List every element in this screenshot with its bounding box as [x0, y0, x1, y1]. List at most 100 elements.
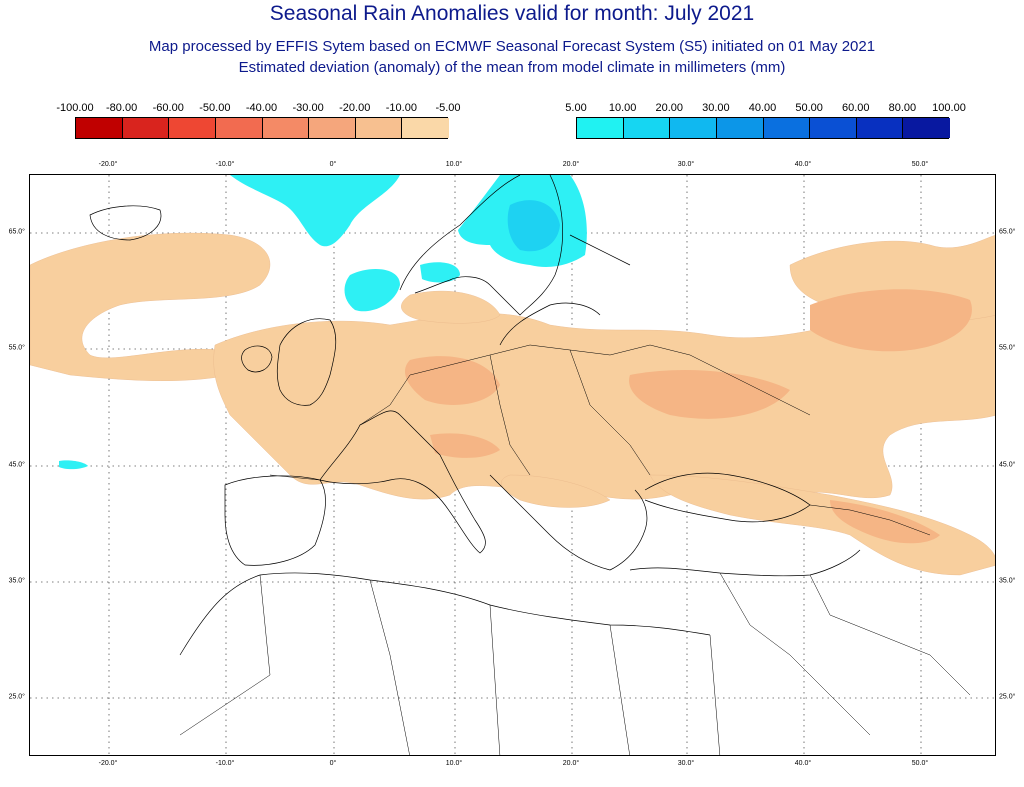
legend-label: 100.00 — [932, 102, 966, 114]
legend-swatch — [215, 118, 263, 138]
lon-tick-top: 10.0° — [445, 161, 463, 168]
legend-label: 80.00 — [888, 102, 917, 114]
lon-tick-top: 50.0° — [911, 161, 929, 168]
lat-tick-left: 45.0° — [8, 461, 25, 469]
map-area — [29, 174, 996, 756]
legend-label: 60.00 — [841, 102, 870, 114]
legend-swatch — [670, 118, 717, 138]
coast-baltic — [499, 234, 631, 346]
legend-label: 20.00 — [655, 102, 684, 114]
map-subtitle: Map processed by EFFIS Sytem based on EC… — [148, 38, 876, 55]
lat-tick-right: 65.0° — [999, 228, 1016, 236]
coast-turkey — [629, 549, 861, 577]
lon-tick-bottom: -10.0° — [215, 760, 235, 767]
border-central-europe — [359, 344, 611, 426]
lon-tick-bottom: 10.0° — [445, 760, 463, 767]
legend-label: -10.00 — [385, 102, 417, 114]
legend-label: -100.00 — [56, 102, 94, 114]
lon-tick-top: -20.0° — [98, 161, 118, 168]
legend-wet-scale — [576, 117, 950, 139]
border-caucasus — [809, 504, 931, 536]
legend-label: -60.00 — [152, 102, 184, 114]
border-middle-east — [719, 572, 971, 736]
coast-iberia — [224, 475, 326, 566]
dry-area-scandinavia-south — [401, 290, 501, 324]
legend-label: -20.00 — [339, 102, 371, 114]
wet-area-norway — [344, 269, 400, 312]
legend-swatch — [763, 118, 811, 138]
lon-tick-bottom: 0° — [329, 760, 337, 767]
legend-swatch — [122, 118, 170, 138]
border-france-spain — [269, 474, 321, 481]
legend-label: 30.00 — [702, 102, 730, 114]
legend-label: -50.00 — [199, 102, 231, 114]
lat-tick-left: 65.0° — [8, 228, 25, 236]
coast-british-isles — [241, 318, 337, 406]
legend-label: 40.00 — [748, 102, 777, 114]
legend-swatch — [856, 118, 904, 138]
wet-area-west-atlantic — [59, 460, 88, 470]
lon-tick-top: 0° — [329, 161, 337, 168]
wet-area-norwegian-sea — [230, 175, 400, 247]
dry-area-north-atlantic — [30, 232, 271, 381]
legend-label: 5.00 — [565, 102, 587, 114]
legend-swatch — [262, 118, 310, 138]
country-borders — [179, 344, 971, 755]
dry-core-alps — [430, 433, 500, 458]
dry-area-turkey-caucasus — [649, 474, 995, 576]
wet-core-sweden — [507, 200, 560, 252]
dry-anomaly-core-areas — [405, 289, 972, 544]
coast-scandinavia — [399, 175, 563, 316]
wet-anomaly-core — [507, 200, 560, 252]
graticule — [30, 175, 995, 755]
lat-tick-right: 55.0° — [999, 344, 1016, 352]
lon-tick-bottom: 40.0° — [794, 760, 812, 767]
dry-core-central-europe — [405, 356, 500, 405]
wet-area-norway-coast — [420, 262, 460, 283]
legend-swatch — [76, 118, 123, 138]
legend-label: -30.00 — [292, 102, 324, 114]
legend-swatch — [355, 118, 403, 138]
lon-tick-bottom: -20.0° — [98, 760, 118, 767]
legend-label: -5.00 — [435, 102, 461, 114]
coast-balkans-greece — [489, 474, 648, 571]
legend-dry-scale — [75, 117, 449, 139]
lat-tick-right: 35.0° — [999, 577, 1016, 585]
map-title: Seasonal Rain Anomalies valid for month:… — [269, 2, 755, 25]
legend-swatch — [716, 118, 764, 138]
lon-tick-bottom: 30.0° — [677, 760, 695, 767]
dry-core-russia — [810, 289, 972, 352]
border-ukraine-russia — [609, 344, 811, 416]
coast-north-africa — [179, 572, 711, 656]
lon-tick-bottom: 20.0° — [562, 760, 580, 767]
coast-france-italy — [319, 410, 486, 554]
dry-area-west-europe — [213, 285, 995, 500]
lat-tick-right: 45.0° — [999, 461, 1016, 469]
dry-core-ukraine — [629, 370, 790, 419]
lat-tick-left: 55.0° — [8, 344, 25, 352]
legend-swatch — [577, 118, 624, 138]
lat-tick-left: 25.0° — [8, 693, 25, 701]
lat-tick-right: 25.0° — [999, 693, 1016, 701]
legend-swatch — [623, 118, 671, 138]
legend-label: -40.00 — [245, 102, 278, 114]
legend-swatch — [402, 118, 449, 138]
map-description: Estimated deviation (anomaly) of the mea… — [238, 59, 786, 76]
lon-tick-top: 30.0° — [677, 161, 695, 168]
legend-label: 10.00 — [608, 102, 637, 114]
lon-tick-top: -10.0° — [215, 161, 235, 168]
border-north-africa — [179, 574, 721, 755]
legend-label: 50.00 — [795, 102, 823, 114]
border-eastern-europe — [489, 349, 651, 476]
lon-tick-bottom: 50.0° — [911, 760, 929, 767]
legend-swatch — [903, 118, 950, 138]
anomaly-map — [30, 175, 995, 755]
legend-label: -80.00 — [106, 102, 138, 114]
dry-core-caucasus — [830, 500, 940, 544]
legend-swatch — [810, 118, 857, 138]
coast-iceland — [89, 205, 162, 241]
lon-tick-top: 40.0° — [794, 161, 812, 168]
legend-swatch — [309, 118, 356, 138]
legend-swatch — [169, 118, 216, 138]
lon-tick-top: 20.0° — [562, 161, 580, 168]
